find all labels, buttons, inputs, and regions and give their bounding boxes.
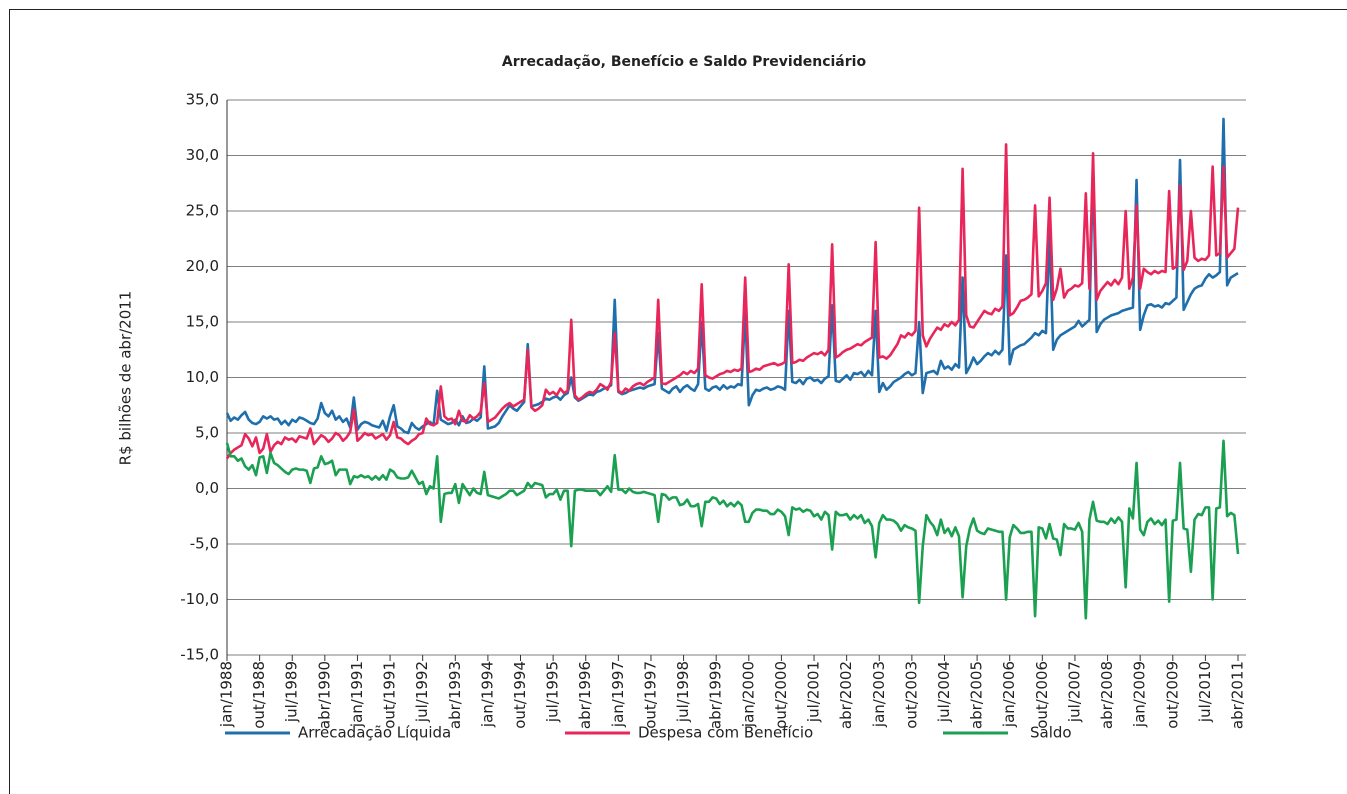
x-tick-label: jul/1992 [413,661,431,723]
x-tick-label: abr/1993 [446,661,464,729]
x-tick-label: jan/1994 [478,661,496,728]
x-tick-label: jul/2001 [805,661,823,723]
line-series [225,439,1240,620]
y-tick-label: 25,0 [186,202,219,220]
y-tick-label: 30,0 [186,146,219,164]
x-tick-label: jan/2006 [1000,661,1018,728]
x-tick-label: abr/1990 [315,661,333,729]
x-tick-label: jul/2004 [935,661,953,723]
y-tick-label: -5,0 [190,535,219,553]
x-tick-label: out/1994 [511,661,529,729]
x-tick-label: jan/1997 [609,661,627,728]
y-tick-label: -10,0 [180,590,219,608]
x-tick-label: out/2009 [1163,661,1181,729]
line-series [225,117,1239,435]
x-tick-label: out/2000 [772,661,790,729]
chart-title: Arrecadação, Benefício e Saldo Previdenc… [502,54,867,70]
x-tick-label: jul/1989 [283,661,301,723]
frame [9,9,1347,794]
y-tick-label: 35,0 [186,91,219,109]
y-tick-label: 5,0 [195,424,219,442]
legend-label: Despesa com Benefício [638,724,813,742]
x-tick-label: out/2006 [1033,661,1051,729]
x-tick-label: abr/2008 [1098,661,1116,729]
y-axis-label: R$ bilhões de abr/2011 [117,291,135,466]
legend-label: Saldo [1030,724,1072,742]
x-tick-label: jan/1991 [348,661,366,728]
x-tick-label: out/1991 [381,661,399,729]
x-tick-label: abr/2011 [1229,661,1247,729]
x-tick-label: jan/2000 [739,661,757,728]
x-tick-label: jul/2010 [1196,661,1214,723]
x-tick-label: abr/1996 [576,661,594,729]
legend-label: Arrecadação Líquida [298,724,451,742]
x-tick-label: out/2003 [902,661,920,729]
line-series [225,143,1240,460]
x-tick-label: abr/2002 [837,661,855,729]
x-tick-label: abr/2005 [968,661,986,729]
x-tick-label: jan/1988 [218,661,236,728]
y-tick-label: 0,0 [195,479,219,497]
x-tick-label: jul/1998 [674,661,692,723]
x-tick-label: jan/2003 [870,661,888,728]
x-tick-label: out/1988 [250,661,268,729]
x-tick-label: jul/1995 [544,661,562,723]
x-tick-label: jan/2009 [1131,661,1149,728]
x-tick-label: out/1997 [641,661,659,729]
y-tick-label: -15,0 [180,646,219,664]
x-tick-label: abr/1999 [707,661,725,729]
x-tick-label: jul/2007 [1065,661,1083,723]
y-tick-label: 20,0 [186,257,219,275]
y-tick-label: 15,0 [186,313,219,331]
y-tick-label: 10,0 [186,368,219,386]
